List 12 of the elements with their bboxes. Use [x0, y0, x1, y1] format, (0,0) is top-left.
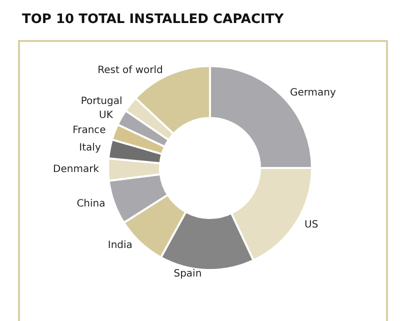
slice-label: Germany	[290, 88, 336, 99]
slice-label: Spain	[174, 268, 202, 280]
slice-label: Italy	[79, 142, 101, 154]
slice-label: China	[76, 198, 106, 210]
chart-title: TOP 10 TOTAL INSTALLED CAPACITY	[22, 12, 284, 27]
slice-label: Rest of world	[98, 65, 163, 76]
slice-label: US	[304, 219, 318, 230]
slice-label: Portugal	[80, 96, 122, 108]
slice-label: India	[108, 240, 132, 251]
slice-label: Denmark	[53, 164, 100, 176]
slice-label: UK	[99, 110, 114, 121]
slice-label: France	[72, 125, 106, 136]
